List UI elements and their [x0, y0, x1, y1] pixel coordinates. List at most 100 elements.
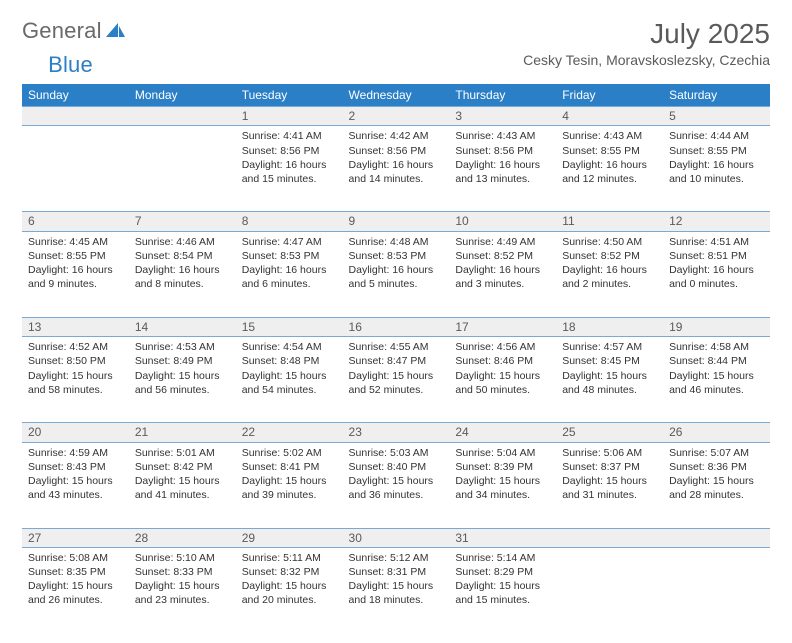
day-number: 18: [556, 318, 663, 336]
sunrise-line: Sunrise: 4:51 AM: [669, 235, 764, 249]
week-daynum-row: 12345: [22, 107, 770, 126]
daylight-line: Daylight: 16 hours and 12 minutes.: [562, 158, 657, 186]
sunset-line: Sunset: 8:55 PM: [28, 249, 123, 263]
sunrise-line: Sunrise: 4:56 AM: [455, 340, 550, 354]
day-body-cell: Sunrise: 5:04 AMSunset: 8:39 PMDaylight:…: [449, 442, 556, 528]
week-daynum-row: 20212223242526: [22, 423, 770, 442]
day-number-cell: 3: [449, 107, 556, 126]
day-body-cell: Sunrise: 4:55 AMSunset: 8:47 PMDaylight:…: [343, 337, 450, 423]
sunset-line: Sunset: 8:56 PM: [349, 144, 444, 158]
day-body-cell: Sunrise: 4:52 AMSunset: 8:50 PMDaylight:…: [22, 337, 129, 423]
day-number-cell: 15: [236, 317, 343, 336]
day-body-cell: Sunrise: 4:46 AMSunset: 8:54 PMDaylight:…: [129, 231, 236, 317]
sunrise-line: Sunrise: 4:47 AM: [242, 235, 337, 249]
day-body-cell: Sunrise: 4:51 AMSunset: 8:51 PMDaylight:…: [663, 231, 770, 317]
day-number: 5: [663, 107, 770, 125]
day-body-cell: Sunrise: 4:57 AMSunset: 8:45 PMDaylight:…: [556, 337, 663, 423]
day-number: 28: [129, 529, 236, 547]
daylight-line: Daylight: 16 hours and 2 minutes.: [562, 263, 657, 291]
empty-cell: [556, 547, 663, 633]
sunset-line: Sunset: 8:53 PM: [349, 249, 444, 263]
day-number: 9: [343, 212, 450, 230]
sunset-line: Sunset: 8:32 PM: [242, 565, 337, 579]
sunset-line: Sunset: 8:43 PM: [28, 460, 123, 474]
day-body-cell: Sunrise: 4:43 AMSunset: 8:56 PMDaylight:…: [449, 126, 556, 212]
sunrise-line: Sunrise: 4:58 AM: [669, 340, 764, 354]
day-number: 31: [449, 529, 556, 547]
sunset-line: Sunset: 8:56 PM: [455, 144, 550, 158]
daylight-line: Daylight: 15 hours and 52 minutes.: [349, 369, 444, 397]
day-body-cell: Sunrise: 4:50 AMSunset: 8:52 PMDaylight:…: [556, 231, 663, 317]
brand-logo: General: [22, 18, 127, 44]
day-body-cell: Sunrise: 4:59 AMSunset: 8:43 PMDaylight:…: [22, 442, 129, 528]
day-number: 26: [663, 423, 770, 441]
daylight-line: Daylight: 15 hours and 48 minutes.: [562, 369, 657, 397]
sunrise-line: Sunrise: 4:53 AM: [135, 340, 230, 354]
empty-daynum: [22, 107, 129, 126]
day-number-cell: 2: [343, 107, 450, 126]
calendar-table: SundayMondayTuesdayWednesdayThursdayFrid…: [22, 84, 770, 633]
day-number-cell: 28: [129, 528, 236, 547]
day-number-cell: 18: [556, 317, 663, 336]
daylight-line: Daylight: 15 hours and 34 minutes.: [455, 474, 550, 502]
sunset-line: Sunset: 8:29 PM: [455, 565, 550, 579]
daylight-line: Daylight: 15 hours and 23 minutes.: [135, 579, 230, 607]
sunrise-line: Sunrise: 5:14 AM: [455, 551, 550, 565]
day-number-cell: 10: [449, 212, 556, 231]
day-number-cell: 16: [343, 317, 450, 336]
week-body-row: Sunrise: 4:45 AMSunset: 8:55 PMDaylight:…: [22, 231, 770, 317]
week-body-row: Sunrise: 4:59 AMSunset: 8:43 PMDaylight:…: [22, 442, 770, 528]
day-number: 25: [556, 423, 663, 441]
empty-daynum: [129, 107, 236, 126]
day-body-cell: Sunrise: 4:53 AMSunset: 8:49 PMDaylight:…: [129, 337, 236, 423]
day-body-cell: Sunrise: 4:58 AMSunset: 8:44 PMDaylight:…: [663, 337, 770, 423]
day-number: 17: [449, 318, 556, 336]
day-number: 23: [343, 423, 450, 441]
day-number: 13: [22, 318, 129, 336]
week-daynum-row: 13141516171819: [22, 317, 770, 336]
day-number-cell: 19: [663, 317, 770, 336]
sunset-line: Sunset: 8:54 PM: [135, 249, 230, 263]
day-header: Wednesday: [343, 84, 450, 107]
day-body-cell: Sunrise: 4:43 AMSunset: 8:55 PMDaylight:…: [556, 126, 663, 212]
day-number-cell: 22: [236, 423, 343, 442]
day-number-cell: 7: [129, 212, 236, 231]
month-title: July 2025: [523, 18, 770, 50]
day-body-cell: Sunrise: 4:49 AMSunset: 8:52 PMDaylight:…: [449, 231, 556, 317]
sunrise-line: Sunrise: 4:44 AM: [669, 129, 764, 143]
week-daynum-row: 6789101112: [22, 212, 770, 231]
daylight-line: Daylight: 15 hours and 20 minutes.: [242, 579, 337, 607]
day-body-cell: Sunrise: 5:03 AMSunset: 8:40 PMDaylight:…: [343, 442, 450, 528]
day-number: 20: [22, 423, 129, 441]
day-header: Tuesday: [236, 84, 343, 107]
sunrise-line: Sunrise: 5:01 AM: [135, 446, 230, 460]
daylight-line: Daylight: 16 hours and 9 minutes.: [28, 263, 123, 291]
daylight-line: Daylight: 15 hours and 46 minutes.: [669, 369, 764, 397]
day-body-cell: Sunrise: 4:48 AMSunset: 8:53 PMDaylight:…: [343, 231, 450, 317]
empty-cell: [663, 547, 770, 633]
day-number: 7: [129, 212, 236, 230]
sunrise-line: Sunrise: 4:45 AM: [28, 235, 123, 249]
sunrise-line: Sunrise: 5:03 AM: [349, 446, 444, 460]
day-number: 11: [556, 212, 663, 230]
sunrise-line: Sunrise: 4:57 AM: [562, 340, 657, 354]
day-header: Thursday: [449, 84, 556, 107]
sunset-line: Sunset: 8:46 PM: [455, 354, 550, 368]
day-number-cell: 4: [556, 107, 663, 126]
sunrise-line: Sunrise: 4:50 AM: [562, 235, 657, 249]
sunset-line: Sunset: 8:45 PM: [562, 354, 657, 368]
daylight-line: Daylight: 15 hours and 18 minutes.: [349, 579, 444, 607]
sunrise-line: Sunrise: 5:07 AM: [669, 446, 764, 460]
day-number: 10: [449, 212, 556, 230]
day-number-cell: 13: [22, 317, 129, 336]
header-row: SundayMondayTuesdayWednesdayThursdayFrid…: [22, 84, 770, 107]
sunset-line: Sunset: 8:42 PM: [135, 460, 230, 474]
sunset-line: Sunset: 8:48 PM: [242, 354, 337, 368]
daylight-line: Daylight: 16 hours and 15 minutes.: [242, 158, 337, 186]
sunset-line: Sunset: 8:35 PM: [28, 565, 123, 579]
day-header: Monday: [129, 84, 236, 107]
daylight-line: Daylight: 15 hours and 36 minutes.: [349, 474, 444, 502]
day-number-cell: 14: [129, 317, 236, 336]
sunset-line: Sunset: 8:49 PM: [135, 354, 230, 368]
daylight-line: Daylight: 15 hours and 28 minutes.: [669, 474, 764, 502]
